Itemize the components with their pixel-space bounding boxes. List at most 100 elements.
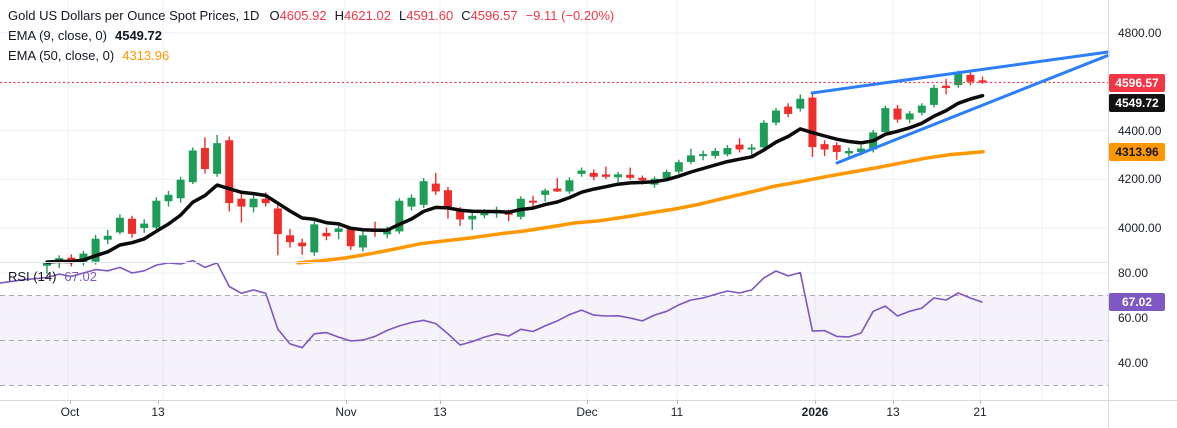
ema9-line[interactable] — [45, 93, 985, 264]
candle-body — [917, 105, 926, 113]
time-axis-label: Oct — [60, 405, 80, 419]
candle-body — [978, 80, 987, 83]
candle-body — [395, 200, 404, 232]
price-tick-label: 4400.00 — [1118, 123, 1162, 138]
open-value: O4605.92 — [269, 7, 327, 23]
ema9-legend-row[interactable]: EMA (9, close, 0) 4549.72 — [8, 25, 614, 45]
candle-body — [662, 171, 671, 179]
candle-body — [844, 150, 853, 154]
last-price-badge: 4596.57 — [1109, 74, 1165, 92]
candle-body — [857, 148, 866, 152]
candle-body — [966, 74, 975, 82]
candle-body — [152, 200, 161, 228]
candle-body — [565, 180, 574, 192]
rsi-tick-label: 40.00 — [1118, 356, 1149, 370]
candle-body — [261, 198, 270, 204]
candle-body — [881, 108, 890, 132]
candle-body — [140, 223, 149, 228]
candle-body — [200, 148, 209, 170]
time-axis-label: 21 — [973, 405, 987, 419]
rsi-line[interactable] — [0, 259, 983, 349]
candle-body — [674, 162, 683, 172]
time-axis-tick — [677, 400, 678, 404]
candle-body — [431, 183, 440, 192]
time-axis-tick — [440, 400, 441, 404]
candle-body — [103, 235, 112, 240]
candle-body — [954, 73, 963, 86]
close-value: C4596.57 — [461, 7, 518, 23]
price-tick-label: 4200.00 — [1118, 172, 1162, 187]
candle-body — [383, 230, 392, 235]
time-axis-tick — [815, 400, 816, 404]
ema9-value: 4549.72 — [114, 27, 162, 43]
time-axis-tick — [587, 400, 588, 404]
candle-body — [79, 253, 88, 263]
candle-body — [249, 198, 258, 208]
ema9-label: EMA (9, close, 0) — [8, 27, 107, 43]
indicator-legend: Gold US Dollars per Ounce Spot Prices, 1… — [8, 5, 614, 65]
candle-body — [577, 170, 586, 174]
trendline[interactable] — [835, 53, 1110, 165]
candle-body — [832, 145, 841, 152]
candle-body — [893, 108, 902, 120]
candle-body — [942, 85, 951, 89]
high-value: H4621.02 — [334, 7, 391, 23]
rsi-tick-label: 60.00 — [1118, 311, 1149, 325]
candle-body — [213, 143, 222, 174]
time-axis-label: 11 — [670, 405, 684, 419]
candle-body — [188, 150, 197, 183]
candle-body — [286, 235, 294, 243]
candle-body — [711, 150, 720, 156]
symbol-title: Gold US Dollars per Ounce Spot Prices, 1… — [8, 7, 260, 23]
candle-body — [735, 144, 744, 150]
candle-body — [225, 140, 234, 204]
candle-body — [686, 155, 695, 162]
candle-body — [747, 147, 756, 150]
time-axis-tick — [893, 400, 894, 404]
candle-body — [626, 174, 635, 178]
symbol-legend-row[interactable]: Gold US Dollars per Ounce Spot Prices, 1… — [8, 5, 614, 25]
candle-body — [322, 232, 331, 237]
candle-body — [346, 228, 355, 247]
time-axis-label: 13 — [433, 405, 447, 419]
candle-body — [589, 172, 598, 177]
time-axis-tick — [346, 400, 347, 404]
candle-body — [443, 190, 452, 210]
candle-body — [638, 177, 647, 181]
time-axis-tick — [70, 400, 71, 404]
rsi-badge: 67.02 — [1109, 293, 1165, 311]
candle-body — [529, 200, 537, 203]
time-axis-label: 13 — [151, 405, 165, 419]
candle-body — [115, 217, 124, 233]
ema50-legend-row[interactable]: EMA (50, close, 0) 4313.96 — [8, 45, 614, 65]
candle-body — [553, 188, 562, 192]
candle-body — [164, 194, 173, 202]
price-tick-label: 4800.00 — [1118, 26, 1162, 40]
candle-body — [614, 174, 623, 178]
ema50-label: EMA (50, close, 0) — [8, 47, 115, 63]
ema50-badge: 4313.96 — [1109, 143, 1165, 161]
candle-body — [723, 148, 732, 155]
ema50-line[interactable] — [296, 149, 985, 265]
candle-body — [808, 97, 817, 148]
candle-body — [310, 224, 319, 253]
candle-body — [334, 228, 343, 232]
candle-body — [601, 174, 610, 177]
candle-body — [541, 190, 550, 195]
candle-body — [905, 113, 914, 120]
candle-body — [820, 144, 829, 150]
candle-body — [43, 262, 51, 266]
rsi-legend-row[interactable]: RSI (14) 67.02 — [8, 269, 97, 284]
price-tick-label: 4000.00 — [1118, 221, 1162, 235]
candle-body — [796, 98, 805, 109]
candle-body — [468, 215, 477, 220]
change-value: −9.11 (−0.20%) — [525, 7, 615, 23]
time-axis-label: 2026 — [801, 405, 829, 419]
trendline[interactable] — [810, 50, 1110, 95]
low-value: L4591.60 — [398, 7, 454, 23]
candle-body — [407, 197, 416, 207]
candle-body — [176, 179, 185, 199]
candle-body — [929, 87, 938, 105]
